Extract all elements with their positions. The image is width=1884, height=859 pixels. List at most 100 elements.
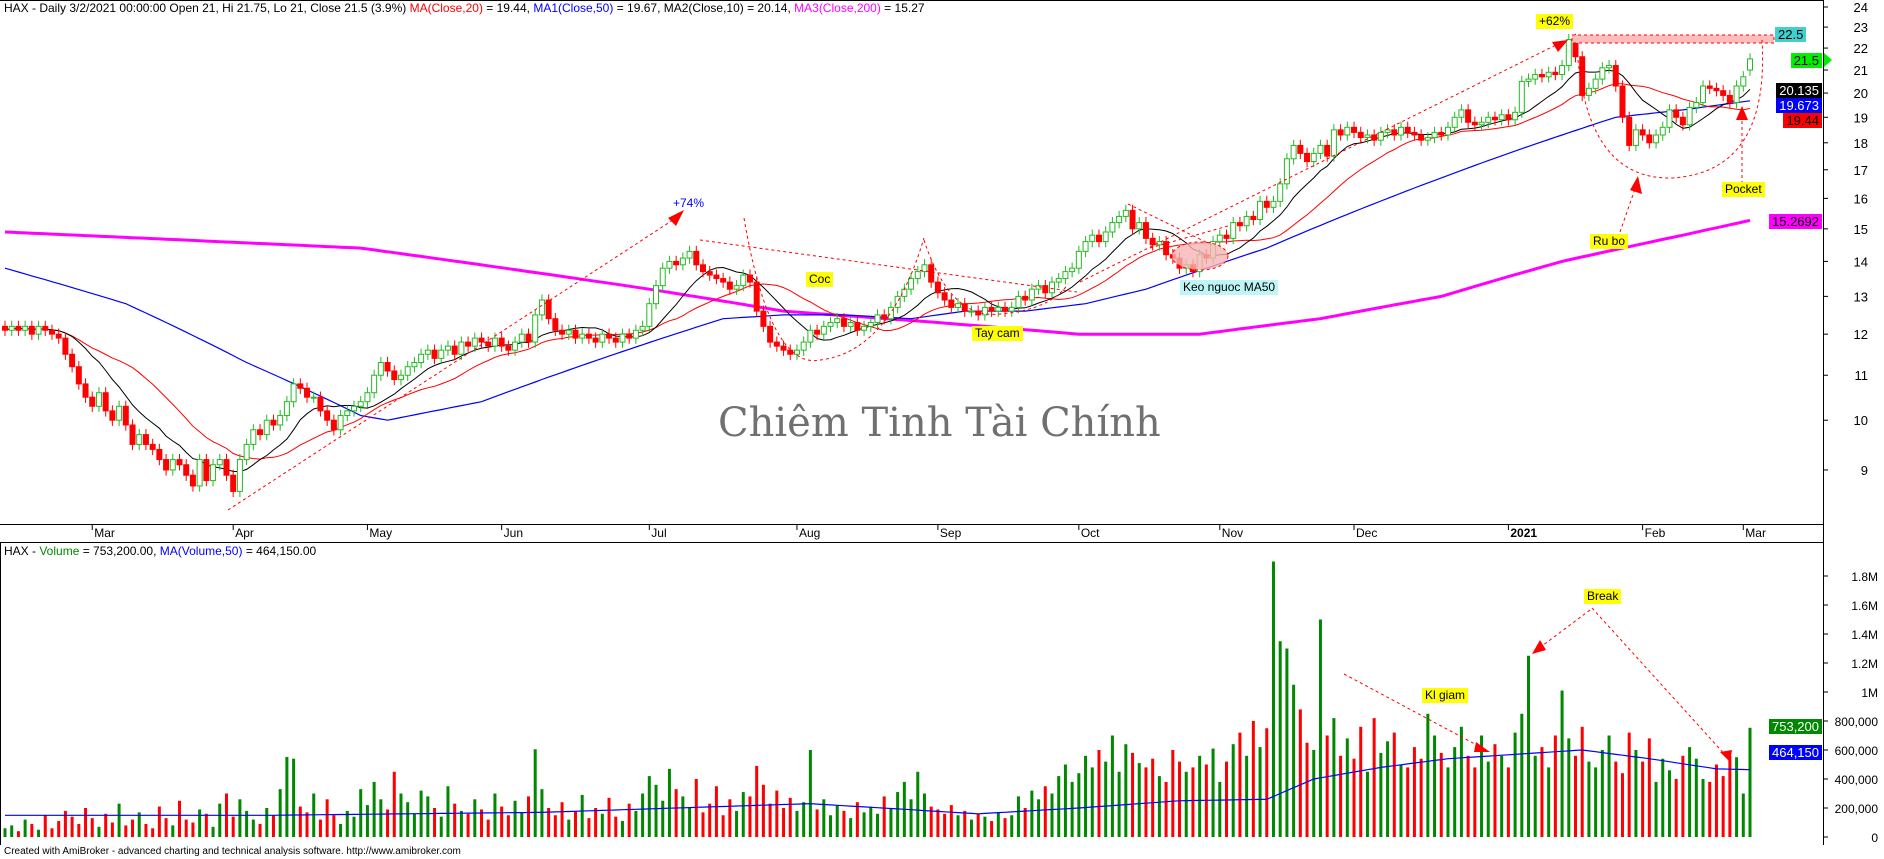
volume-bar xyxy=(1151,758,1155,837)
candle xyxy=(22,320,29,336)
candle-body xyxy=(505,345,512,351)
candle-body xyxy=(793,349,800,355)
volume-bar xyxy=(1070,781,1074,837)
candle-body xyxy=(438,349,445,359)
break-arrow-right[interactable] xyxy=(1591,607,1729,759)
volume-bar xyxy=(493,793,497,837)
candle xyxy=(659,262,666,292)
candle xyxy=(109,405,116,426)
candle-body xyxy=(673,260,680,266)
date-tick-label: Aug xyxy=(799,526,820,540)
volume-bar xyxy=(620,821,624,837)
candle xyxy=(1102,226,1109,248)
candle-body xyxy=(874,314,881,324)
candle xyxy=(15,320,22,336)
label-keo-nguoc-ma50[interactable]: Keo nguoc MA50 xyxy=(1180,280,1279,295)
candle-body xyxy=(767,325,774,343)
candle xyxy=(337,409,344,436)
volume-bar xyxy=(191,822,195,837)
candle xyxy=(626,328,633,344)
volume-bar xyxy=(1547,767,1551,837)
candle-body xyxy=(1069,267,1076,273)
candle xyxy=(773,336,780,352)
candle-body xyxy=(163,459,170,471)
candle-body xyxy=(1653,134,1660,144)
candle xyxy=(297,378,304,394)
candle-body xyxy=(840,318,847,327)
cup-arc[interactable] xyxy=(743,217,925,362)
candle xyxy=(921,259,928,278)
candle-body xyxy=(1559,65,1566,76)
label-tay-cam[interactable]: Tay cam xyxy=(972,326,1023,341)
trend-line-oct-jan[interactable] xyxy=(1079,41,1563,283)
volume-bar xyxy=(412,813,416,837)
volume-bar xyxy=(862,812,866,837)
cross-line-2[interactable] xyxy=(1149,225,1229,249)
volume-bar xyxy=(1050,793,1054,837)
label-ru-bo[interactable]: Ru bo xyxy=(1590,234,1629,249)
candle xyxy=(1317,139,1324,160)
footer-credit: Created with AmiBroker - advanced charti… xyxy=(4,846,461,857)
price-tick-label: 12 xyxy=(1854,327,1868,342)
candle xyxy=(183,459,190,481)
volume-bar xyxy=(292,758,296,837)
volume-bar xyxy=(922,793,926,837)
cross-line-1[interactable] xyxy=(1127,203,1215,247)
candle xyxy=(1545,66,1552,83)
label-break[interactable]: Break xyxy=(1584,589,1622,604)
volume-bar xyxy=(1426,713,1430,837)
candle-body xyxy=(1364,134,1371,139)
candle xyxy=(1277,178,1284,208)
ru-bo-arrow[interactable] xyxy=(1619,185,1637,233)
label-kl-giam[interactable]: Kl giam xyxy=(1422,688,1469,703)
volume-bar xyxy=(211,826,215,837)
candle xyxy=(1136,216,1143,235)
candle xyxy=(559,324,566,340)
candle-body xyxy=(1505,114,1512,121)
label-coc[interactable]: Coc xyxy=(806,272,834,287)
resistance-band[interactable] xyxy=(1571,34,1775,44)
candle xyxy=(1525,73,1532,88)
ma200-value: = 15.27 xyxy=(880,1,925,15)
candle xyxy=(263,414,270,441)
label-gain-62[interactable]: +62% xyxy=(1536,14,1574,29)
candle xyxy=(351,400,357,417)
ma50-pullback-ellipse[interactable] xyxy=(1171,241,1229,271)
candle-body xyxy=(1733,85,1740,104)
tag-ma200: 15.2692 xyxy=(1769,214,1822,229)
candle-body xyxy=(1391,129,1398,136)
candle xyxy=(840,313,847,333)
candle xyxy=(1062,266,1069,285)
candle xyxy=(270,414,277,431)
date-tick-label: 2021 xyxy=(1510,526,1537,540)
volume-bar xyxy=(1446,767,1450,837)
candle xyxy=(1263,195,1270,214)
kl-giam-arrow[interactable] xyxy=(1343,673,1487,751)
label-pocket[interactable]: Pocket xyxy=(1722,182,1765,197)
annotation-drawings[interactable] xyxy=(227,34,1775,762)
candle xyxy=(881,309,888,325)
candle-body xyxy=(1666,109,1673,128)
chart-frame xyxy=(0,0,1824,845)
handle-arc[interactable] xyxy=(923,239,1069,315)
candle xyxy=(1579,51,1586,102)
volume-bar xyxy=(788,797,792,837)
label-gain-74[interactable]: +74% xyxy=(673,196,705,210)
volume-bar xyxy=(1063,764,1067,837)
candle xyxy=(981,301,988,321)
volume-bar xyxy=(1198,755,1202,837)
candle xyxy=(988,301,995,317)
trend-line-apr-jul[interactable] xyxy=(227,217,677,511)
volume-bar xyxy=(117,803,121,837)
volume-bar xyxy=(1473,767,1477,837)
price-axis: 24 23 22 21 20 19 18 17 16 15 14 13 12 11 10 9 xyxy=(1823,0,1868,478)
candle-body xyxy=(384,362,391,372)
pocket-arc[interactable] xyxy=(1577,39,1764,179)
candle-body xyxy=(914,271,921,280)
volume-bar xyxy=(1345,738,1349,837)
candle-body xyxy=(1297,144,1304,154)
volume-chart-header: HAX - Volume = 753,200.00, MA(Volume,50)… xyxy=(4,544,316,558)
ma50-ma10-value: = 19.67, MA2(Close,10) = 20.14, xyxy=(613,1,795,15)
candle-body xyxy=(928,264,935,283)
